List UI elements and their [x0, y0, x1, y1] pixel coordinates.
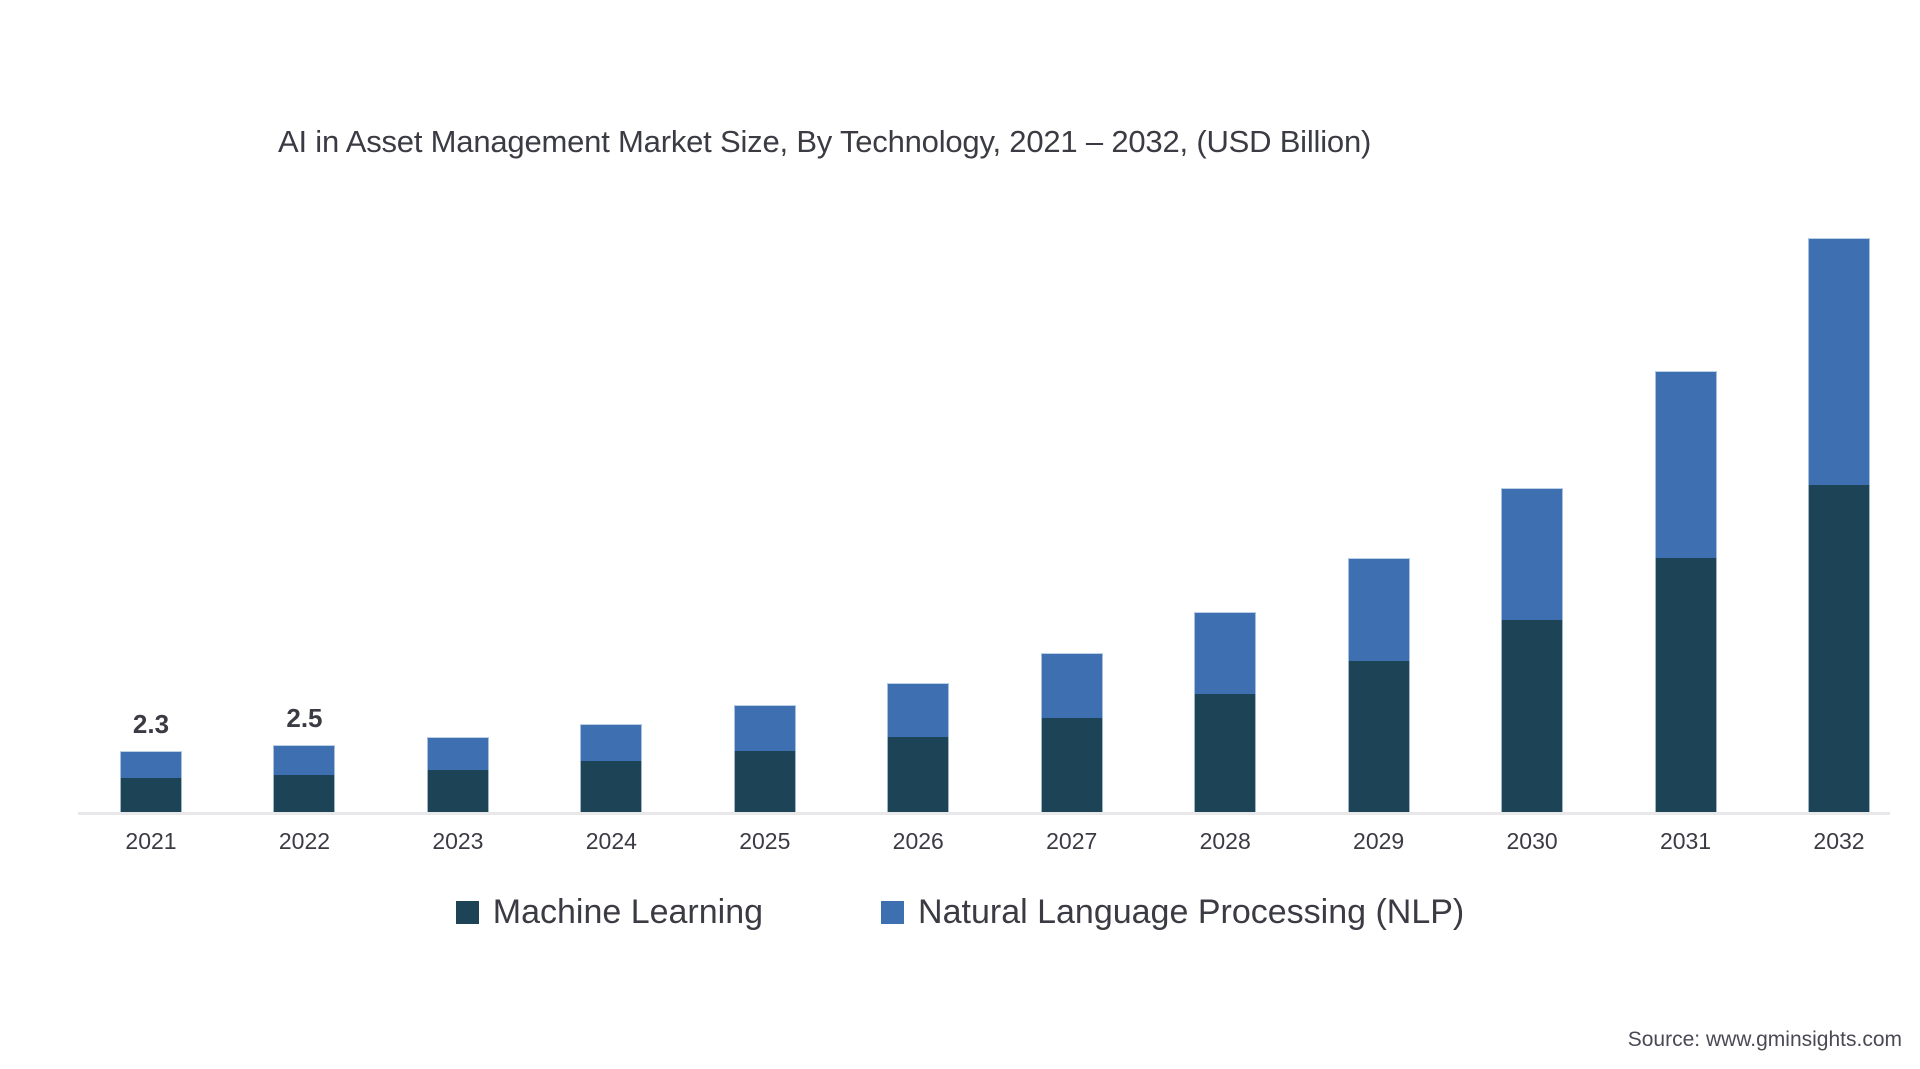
bar-group-2022[interactable]: 2.5 [273, 703, 336, 813]
bar-stack: 2.5 [273, 703, 336, 813]
bar-stack: 2.3 [120, 709, 182, 813]
bar-group-2032[interactable] [1808, 238, 1870, 813]
bar-stack [1808, 238, 1870, 813]
bar-segment-nlp-2021[interactable] [120, 750, 182, 778]
bar-segment-machine-learning-2029[interactable] [1347, 661, 1410, 813]
legend-item-nlp[interactable]: Natural Language Processing (NLP) [881, 895, 1464, 929]
x-tick-label-2022: 2022 [278, 828, 331, 854]
bar-segment-nlp-2026[interactable] [887, 682, 950, 738]
x-tick-label-2023: 2023 [432, 828, 484, 854]
bar-segment-machine-learning-2028[interactable] [1194, 693, 1257, 813]
bar-group-2027[interactable] [1040, 652, 1103, 813]
bar-group-2031[interactable] [1654, 370, 1717, 813]
bar-segment-machine-learning-2023[interactable] [426, 769, 489, 813]
plot-area: 2.3 2.5 [78, 200, 1908, 813]
bar-stack [1194, 612, 1257, 813]
x-tick-label-2028: 2028 [1199, 828, 1251, 854]
chart-title: AI in Asset Management Market Size, By T… [278, 124, 1372, 159]
bar-value-label-2022: 2.5 [286, 703, 323, 734]
x-tick-label-2026: 2026 [892, 828, 944, 854]
bar-stack [1501, 487, 1564, 813]
x-tick-label-2025: 2025 [739, 828, 791, 854]
bar-group-2025[interactable] [733, 704, 796, 813]
bar-stack [580, 723, 643, 813]
bar-stack [426, 737, 489, 813]
bar-group-2023[interactable] [426, 737, 489, 813]
x-tick-label-2030: 2030 [1506, 828, 1558, 854]
x-tick-label-2029: 2029 [1353, 828, 1405, 854]
bar-group-2024[interactable] [580, 723, 643, 813]
bar-segment-machine-learning-2024[interactable] [580, 761, 643, 813]
bar-group-2029[interactable] [1347, 558, 1410, 813]
x-tick-label-2031: 2031 [1659, 828, 1712, 854]
bar-segment-nlp-2028[interactable] [1194, 612, 1257, 694]
x-tick-label-2032: 2032 [1813, 828, 1865, 854]
bar-segment-machine-learning-2026[interactable] [887, 737, 950, 813]
x-axis-baseline [78, 812, 1890, 815]
x-tick-label-2024: 2024 [585, 828, 637, 854]
bar-value-label-2021: 2.3 [132, 708, 170, 739]
bar-segment-nlp-2022[interactable] [273, 745, 336, 776]
legend-label-nlp: Natural Language Processing (NLP) [918, 893, 1465, 931]
bar-segment-nlp-2024[interactable] [580, 723, 643, 762]
bar-segment-machine-learning-2021[interactable] [120, 777, 182, 813]
x-tick-label-2027: 2027 [1046, 828, 1098, 854]
bar-segment-nlp-2031[interactable] [1654, 370, 1717, 559]
bar-segment-machine-learning-2027[interactable] [1040, 718, 1103, 813]
bar-stack [733, 704, 796, 813]
bar-segment-nlp-2027[interactable] [1040, 652, 1103, 719]
legend-item-machine-learning[interactable]: Machine Learning [455, 893, 764, 931]
bar-segment-machine-learning-2032[interactable] [1808, 484, 1870, 813]
legend-swatch-machine-learning [455, 900, 479, 924]
bar-segment-machine-learning-2030[interactable] [1501, 620, 1564, 813]
bar-group-2030[interactable] [1501, 487, 1564, 813]
x-tick-label-2021: 2021 [125, 828, 177, 854]
bar-stack [1654, 370, 1717, 813]
source-note: Source: www.gminsights.com [1627, 1028, 1902, 1051]
bar-stack [887, 682, 950, 813]
bar-stack [1040, 652, 1103, 813]
bar-group-2026[interactable] [887, 682, 950, 813]
bar-group-2021[interactable]: 2.3 [120, 709, 182, 813]
bar-stack [1347, 558, 1410, 813]
bar-segment-nlp-2032[interactable] [1808, 238, 1870, 485]
bar-group-2028[interactable] [1194, 612, 1257, 813]
bar-segment-nlp-2025[interactable] [733, 704, 796, 751]
bar-segment-nlp-2023[interactable] [426, 737, 489, 770]
bar-segment-machine-learning-2025[interactable] [733, 750, 796, 813]
legend-swatch-nlp [881, 900, 905, 924]
bar-segment-nlp-2030[interactable] [1501, 487, 1564, 621]
bar-segment-machine-learning-2022[interactable] [273, 775, 336, 813]
chart-legend: Machine Learning Natural Language Proces… [0, 895, 1920, 929]
x-axis-tick-labels: 2021 2022 2023 2024 2025 2026 2027 2028 2029 2030… [78, 828, 1890, 868]
bar-segment-nlp-2029[interactable] [1347, 558, 1410, 662]
legend-label-machine-learning: Machine Learning [492, 893, 764, 931]
bar-segment-machine-learning-2031[interactable] [1654, 558, 1717, 813]
